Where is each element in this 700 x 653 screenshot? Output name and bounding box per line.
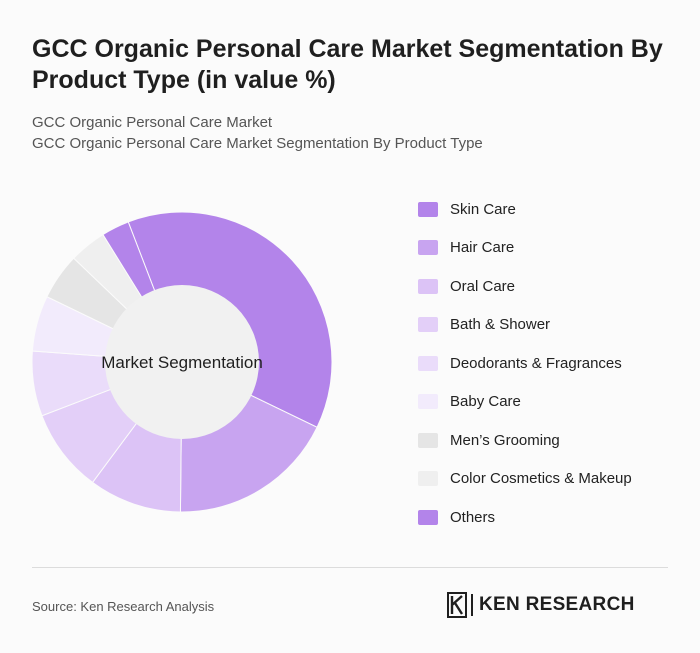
legend-swatch: [418, 317, 438, 332]
legend-item-deodorants-fragrances: Deodorants & Fragrances: [418, 353, 632, 373]
legend-swatch: [418, 240, 438, 255]
legend-item-baby-care: Baby Care: [418, 392, 632, 412]
chart-subtitle-market: GCC Organic Personal Care Market: [32, 114, 273, 131]
legend-swatch: [418, 355, 438, 371]
legend-label: Oral Care: [450, 277, 516, 295]
ken-logo-icon: [447, 592, 467, 618]
donut-center: [105, 285, 259, 439]
legend-label: Deodorants & Fragrances: [450, 354, 622, 372]
chart-subtitle-segmentation: GCC Organic Personal Care Market Segment…: [32, 135, 483, 152]
donut-chart: Market Segmentation: [31, 211, 333, 513]
logo-divider: [471, 594, 473, 616]
center-label: Market Segmentation: [101, 353, 263, 372]
legend-swatch: [418, 201, 438, 217]
legend-item-bath-shower: Bath & Shower: [418, 315, 632, 335]
legend-label: Baby Care: [450, 393, 521, 410]
legend-item-men-s-grooming: Men’s Grooming: [418, 430, 632, 450]
legend-swatch: [418, 432, 438, 448]
legend-item-others: Others: [418, 507, 632, 527]
legend-swatch: [418, 509, 438, 525]
chart-title: GCC Organic Personal Care Market Segment…: [32, 35, 663, 94]
logo-text: KEN RESEARCH: [479, 594, 635, 615]
legend-item-oral-care: Oral Care: [418, 276, 632, 296]
legend-label: Men’s Grooming: [450, 431, 560, 449]
legend: Skin Care Hair Care Oral Care Bath & Shower…: [418, 199, 632, 546]
legend-swatch: [418, 394, 438, 409]
legend-item-skin-care: Skin Care: [418, 199, 632, 219]
legend-swatch: [418, 471, 438, 486]
footer-divider: [32, 567, 668, 568]
legend-label: Skin Care: [450, 200, 516, 218]
legend-label: Bath & Shower: [450, 316, 551, 333]
legend-label: Color Cosmetics & Makeup: [450, 470, 632, 487]
donut-slices: [31, 211, 333, 513]
legend-item-hair-care: Hair Care: [418, 238, 632, 258]
legend-label: Others: [450, 508, 496, 526]
legend-label: Hair Care: [450, 239, 515, 256]
legend-swatch: [418, 278, 438, 294]
legend-item-color-cosmetics-makeup: Color Cosmetics & Makeup: [418, 469, 632, 489]
source-note: Source: Ken Research Analysis: [32, 599, 215, 614]
ken-research-logo: KEN RESEARCH: [447, 592, 635, 618]
